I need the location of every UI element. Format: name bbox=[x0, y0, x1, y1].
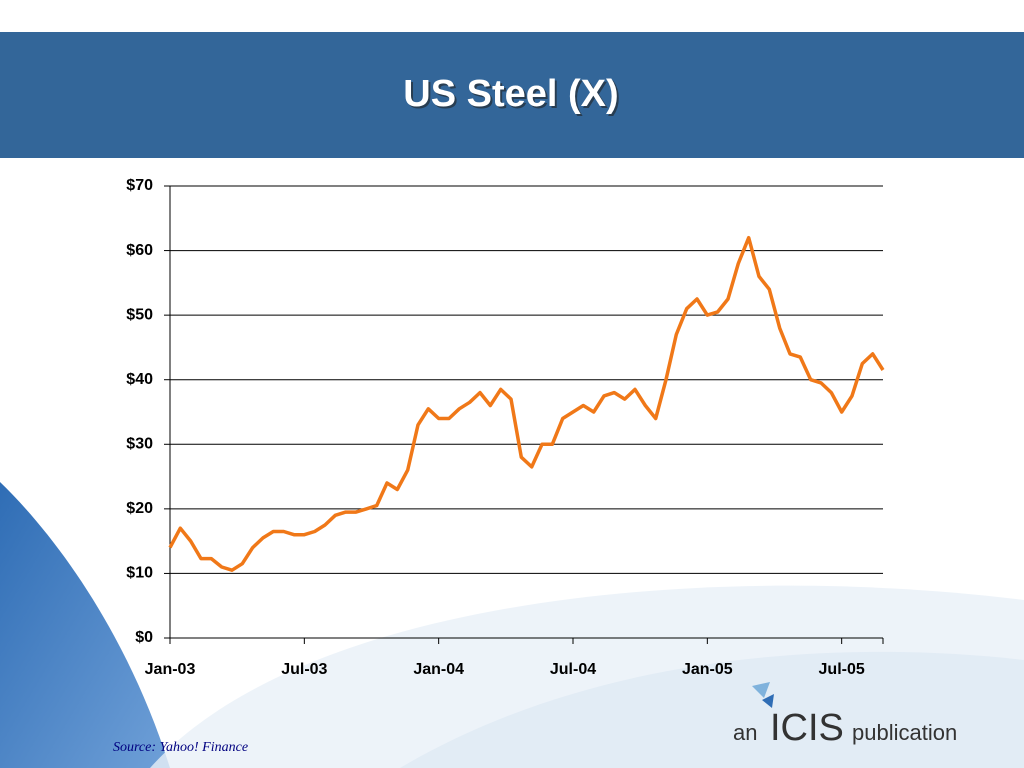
logo: an ICIS publication bbox=[733, 682, 957, 749]
decor-wave bbox=[400, 651, 1024, 768]
x-tick-label: Jan-04 bbox=[413, 661, 464, 678]
y-tick-label: $20 bbox=[126, 500, 153, 517]
logo-mark bbox=[762, 694, 774, 708]
header-band bbox=[0, 32, 1024, 158]
logo-mark bbox=[752, 682, 770, 698]
chart-title: US Steel (X) bbox=[403, 73, 618, 115]
x-tick-label: Jul-05 bbox=[819, 661, 865, 678]
plot-area: $0 $10 $20 $30 $40 $50 $60 $70 Jan-03 Jul-03 Jan-0… bbox=[126, 177, 885, 678]
source-note: Source: Yahoo! Finance bbox=[113, 740, 248, 755]
x-tick-label: Jan-05 bbox=[682, 661, 733, 678]
x-tick-label: Jul-03 bbox=[281, 661, 327, 678]
x-tick-label: Jan-03 bbox=[145, 661, 196, 678]
logo-name: ICIS bbox=[770, 707, 844, 749]
y-tick-label: $30 bbox=[126, 436, 153, 453]
y-tick-label: $50 bbox=[126, 306, 153, 323]
logo-suffix: publication bbox=[852, 720, 957, 745]
y-tick-label: $70 bbox=[126, 177, 153, 194]
chart-title-shadow: US Steel (X) bbox=[405, 75, 620, 117]
y-tick-label: $40 bbox=[126, 371, 153, 388]
y-tick-label: $0 bbox=[135, 629, 153, 646]
x-tick-label: Jul-04 bbox=[550, 661, 596, 678]
logo-prefix: an bbox=[733, 720, 757, 745]
price-line bbox=[168, 235, 885, 572]
y-tick-label: $60 bbox=[126, 242, 153, 259]
decor-swoosh bbox=[0, 482, 170, 768]
y-tick-label: $10 bbox=[126, 565, 153, 582]
